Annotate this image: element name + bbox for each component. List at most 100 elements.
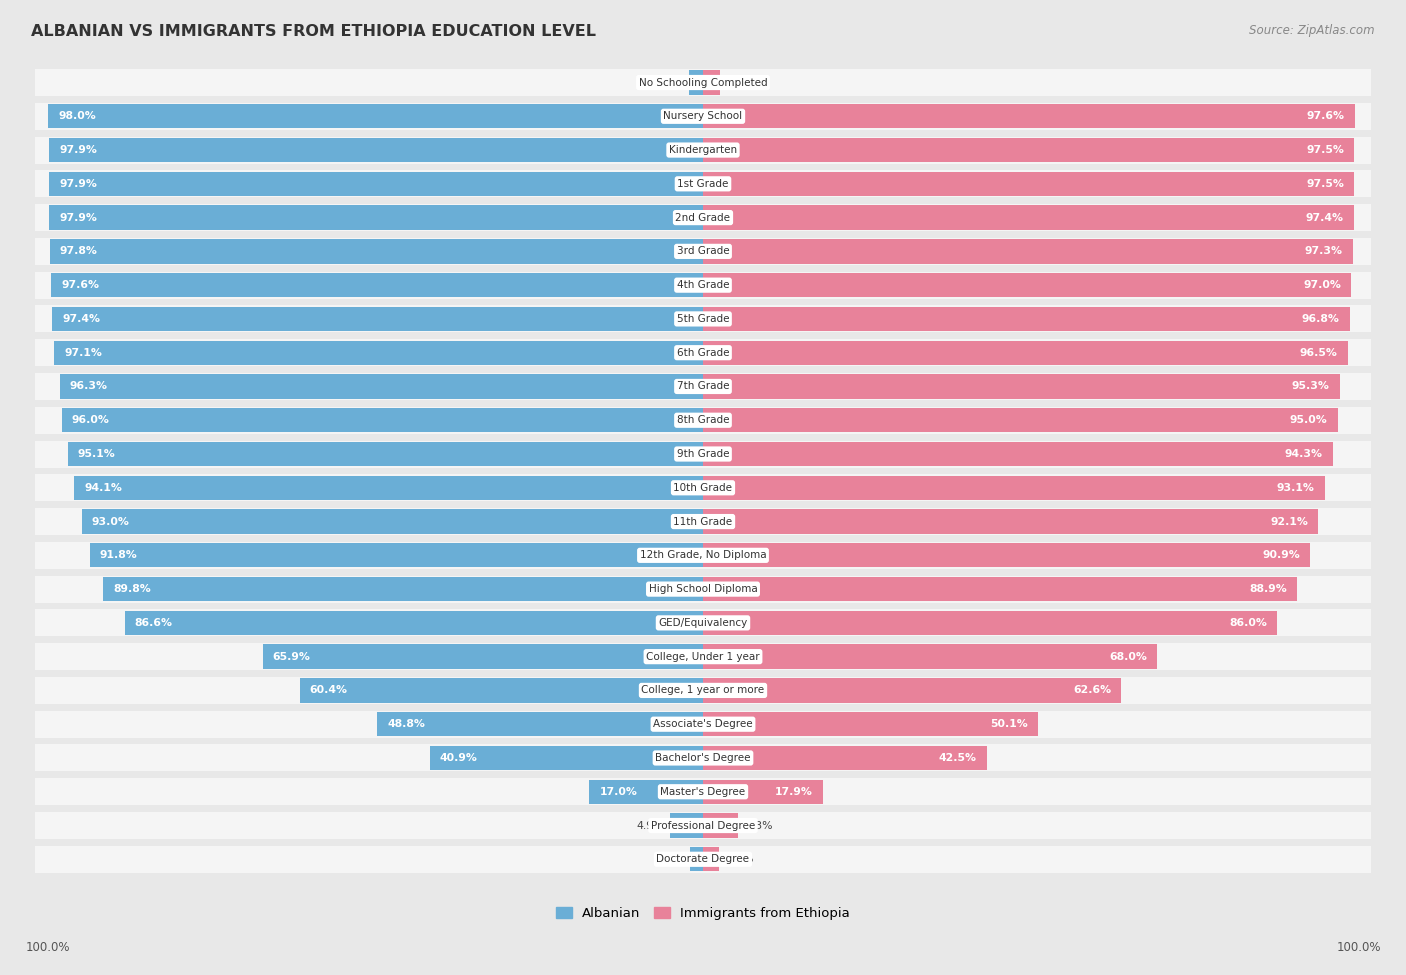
Text: 4.9%: 4.9% <box>636 821 664 831</box>
Bar <box>35 441 1371 468</box>
Text: Master's Degree: Master's Degree <box>661 787 745 797</box>
Text: 97.5%: 97.5% <box>1306 145 1344 155</box>
Text: 40.9%: 40.9% <box>440 753 478 763</box>
Text: 96.0%: 96.0% <box>72 415 110 425</box>
Bar <box>703 476 1324 500</box>
Text: 48.8%: 48.8% <box>387 720 425 729</box>
Legend: Albanian, Immigrants from Ethiopia: Albanian, Immigrants from Ethiopia <box>551 901 855 925</box>
Text: 10th Grade: 10th Grade <box>673 483 733 492</box>
Bar <box>35 845 1371 873</box>
Bar <box>703 780 823 804</box>
Bar <box>35 305 1371 332</box>
Text: 86.0%: 86.0% <box>1230 618 1267 628</box>
Text: 7th Grade: 7th Grade <box>676 381 730 392</box>
Bar <box>35 778 1371 805</box>
Text: 97.8%: 97.8% <box>59 247 97 256</box>
Bar <box>299 679 703 703</box>
Text: 97.9%: 97.9% <box>59 213 97 222</box>
Text: Associate's Degree: Associate's Degree <box>654 720 752 729</box>
Bar <box>35 609 1371 637</box>
Bar <box>90 543 703 567</box>
Text: 96.3%: 96.3% <box>70 381 108 392</box>
Bar <box>35 171 1371 197</box>
Bar <box>103 577 703 602</box>
Text: 68.0%: 68.0% <box>1109 651 1147 662</box>
Text: 17.0%: 17.0% <box>599 787 637 797</box>
Bar <box>51 273 703 297</box>
Bar <box>703 70 720 95</box>
Bar <box>703 543 1310 567</box>
Bar <box>703 340 1347 365</box>
Bar <box>703 610 1278 635</box>
Bar <box>703 137 1354 162</box>
Text: 98.0%: 98.0% <box>59 111 96 121</box>
Bar <box>35 204 1371 231</box>
Text: 89.8%: 89.8% <box>114 584 150 594</box>
Bar <box>703 442 1333 466</box>
Bar <box>690 847 703 872</box>
Bar <box>35 339 1371 367</box>
Bar <box>59 374 703 399</box>
Bar <box>62 409 703 432</box>
Bar <box>703 172 1354 196</box>
Bar <box>703 206 1354 230</box>
Bar <box>703 712 1038 736</box>
Text: 12th Grade, No Diploma: 12th Grade, No Diploma <box>640 550 766 561</box>
Bar <box>377 712 703 736</box>
Bar <box>35 69 1371 96</box>
Bar <box>703 374 1340 399</box>
Bar <box>48 104 703 129</box>
Bar <box>703 813 738 838</box>
Text: 1.9%: 1.9% <box>657 854 683 864</box>
Text: No Schooling Completed: No Schooling Completed <box>638 78 768 88</box>
Text: 2.5%: 2.5% <box>727 78 754 88</box>
Text: 95.0%: 95.0% <box>1289 415 1327 425</box>
Bar <box>703 679 1121 703</box>
Text: 97.9%: 97.9% <box>59 178 97 189</box>
Bar <box>703 577 1296 602</box>
Bar <box>703 847 718 872</box>
Text: 95.3%: 95.3% <box>1292 381 1330 392</box>
Text: 4th Grade: 4th Grade <box>676 280 730 291</box>
Text: 92.1%: 92.1% <box>1270 517 1308 526</box>
Bar <box>125 610 703 635</box>
Bar <box>35 272 1371 298</box>
Text: Kindergarten: Kindergarten <box>669 145 737 155</box>
Bar <box>35 474 1371 501</box>
Text: College, 1 year or more: College, 1 year or more <box>641 685 765 695</box>
Text: High School Diploma: High School Diploma <box>648 584 758 594</box>
Bar <box>589 780 703 804</box>
Bar <box>35 373 1371 400</box>
Bar <box>35 812 1371 839</box>
Bar <box>35 508 1371 535</box>
Text: 100.0%: 100.0% <box>1336 941 1381 954</box>
Text: 97.6%: 97.6% <box>1308 111 1346 121</box>
Text: 90.9%: 90.9% <box>1263 550 1301 561</box>
Text: GED/Equivalency: GED/Equivalency <box>658 618 748 628</box>
Text: 2nd Grade: 2nd Grade <box>675 213 731 222</box>
Bar <box>49 172 703 196</box>
Text: 50.1%: 50.1% <box>990 720 1028 729</box>
Bar <box>703 307 1350 332</box>
Text: 96.5%: 96.5% <box>1299 348 1337 358</box>
Text: 93.0%: 93.0% <box>91 517 129 526</box>
Text: 1st Grade: 1st Grade <box>678 178 728 189</box>
Text: 11th Grade: 11th Grade <box>673 517 733 526</box>
Bar <box>703 644 1157 669</box>
Text: 93.1%: 93.1% <box>1277 483 1315 492</box>
Bar <box>35 745 1371 771</box>
Bar <box>67 442 703 466</box>
Text: 97.6%: 97.6% <box>60 280 98 291</box>
Bar <box>689 70 703 95</box>
Bar <box>35 407 1371 434</box>
Bar <box>703 239 1353 263</box>
Text: 65.9%: 65.9% <box>273 651 311 662</box>
Bar <box>35 102 1371 130</box>
Text: 2.1%: 2.1% <box>655 78 682 88</box>
Bar <box>35 644 1371 670</box>
Bar <box>703 746 987 770</box>
Text: Professional Degree: Professional Degree <box>651 821 755 831</box>
Text: Nursery School: Nursery School <box>664 111 742 121</box>
Bar <box>55 340 703 365</box>
Text: 2.4%: 2.4% <box>725 854 754 864</box>
